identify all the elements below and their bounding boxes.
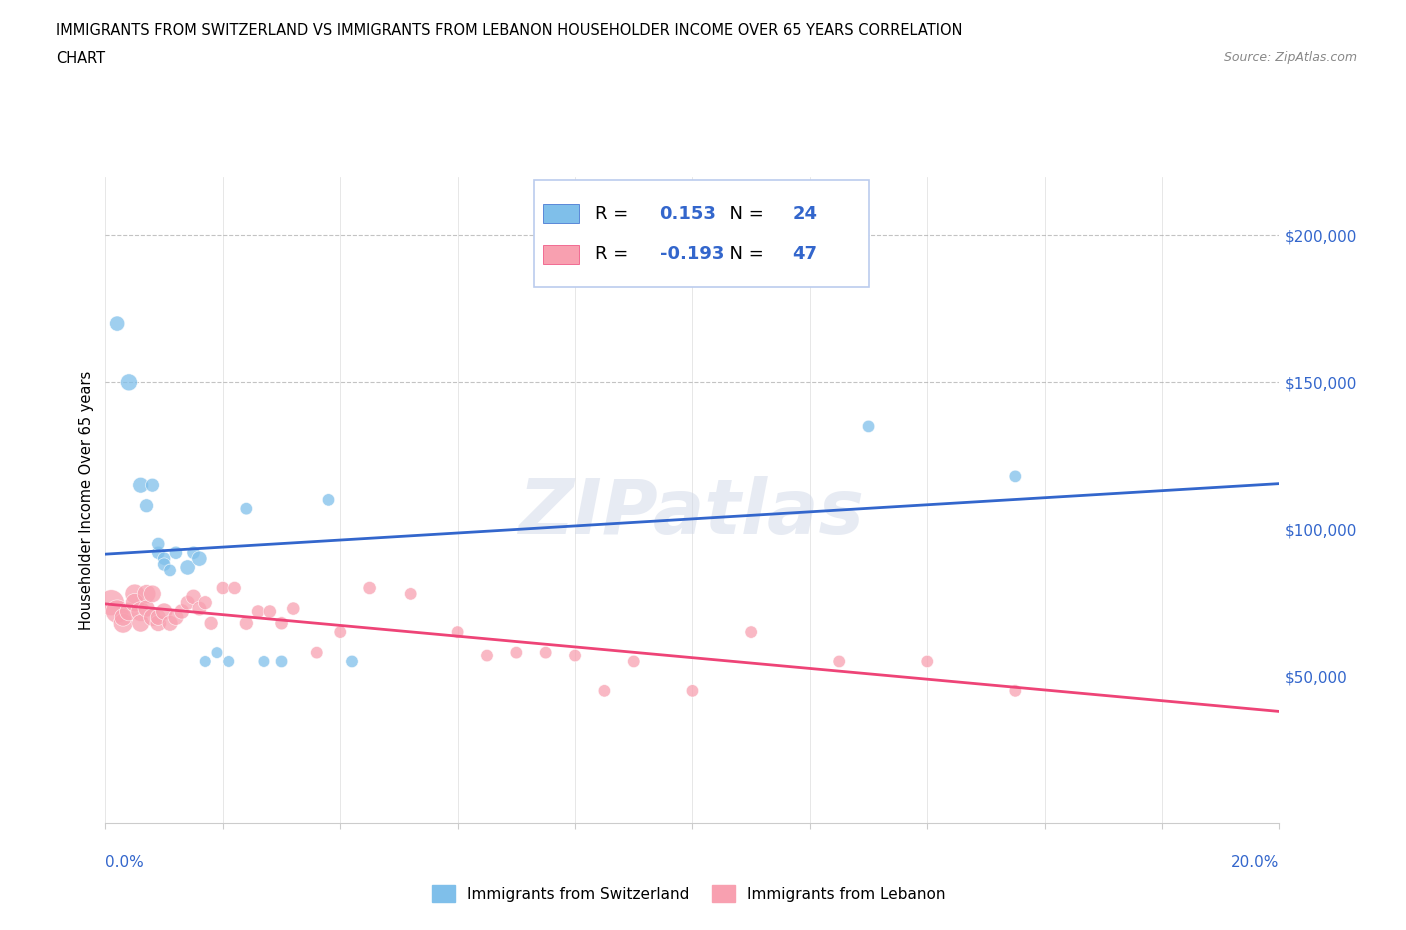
Point <box>194 595 217 610</box>
Point <box>534 645 557 660</box>
Text: 24: 24 <box>792 205 817 222</box>
Point <box>270 654 292 669</box>
Text: N =: N = <box>718 246 769 263</box>
Text: N =: N = <box>718 205 769 222</box>
Point <box>148 545 170 560</box>
Point <box>211 580 233 595</box>
Point <box>235 501 257 516</box>
Point <box>135 498 157 513</box>
Point <box>283 601 305 616</box>
Point <box>505 645 527 660</box>
Point <box>153 557 176 572</box>
Point <box>340 654 363 669</box>
Point <box>153 551 176 566</box>
Point <box>148 537 170 551</box>
Point <box>247 604 270 619</box>
FancyBboxPatch shape <box>543 204 579 223</box>
FancyBboxPatch shape <box>543 245 579 264</box>
Point <box>129 616 152 631</box>
Text: 20.0%: 20.0% <box>1232 855 1279 870</box>
Point <box>105 316 128 331</box>
Point <box>112 610 135 625</box>
Point <box>399 587 422 602</box>
Point <box>176 595 198 610</box>
FancyBboxPatch shape <box>534 179 869 286</box>
Point <box>135 587 157 602</box>
Text: R =: R = <box>595 205 634 222</box>
Point <box>564 648 586 663</box>
Point <box>105 604 128 619</box>
Y-axis label: Householder Income Over 65 years: Householder Income Over 65 years <box>79 370 94 630</box>
Point <box>446 625 468 640</box>
Point <box>118 375 141 390</box>
Point <box>858 419 880 434</box>
Point <box>188 551 211 566</box>
Point <box>118 604 141 619</box>
Point <box>194 654 217 669</box>
Text: 0.153: 0.153 <box>659 205 717 222</box>
Point <box>148 616 170 631</box>
Point <box>205 645 228 660</box>
Point <box>270 616 292 631</box>
Point <box>183 590 205 604</box>
Point <box>623 654 645 669</box>
Point <box>112 616 135 631</box>
Point <box>917 654 939 669</box>
Point <box>153 604 176 619</box>
Point <box>141 587 163 602</box>
Point <box>318 493 340 508</box>
Point <box>159 563 181 578</box>
Point <box>165 610 187 625</box>
Point <box>224 580 246 595</box>
Point <box>165 545 187 560</box>
Point <box>1004 469 1026 484</box>
Point <box>159 616 181 631</box>
Text: ZIPatlas: ZIPatlas <box>519 476 866 550</box>
Point <box>188 601 211 616</box>
Point <box>176 560 198 575</box>
Point <box>170 604 193 619</box>
Point <box>359 580 381 595</box>
Point <box>129 478 152 493</box>
Point <box>183 545 205 560</box>
Point <box>135 601 157 616</box>
Point <box>329 625 352 640</box>
Point <box>218 654 240 669</box>
Point <box>100 595 122 610</box>
Point <box>129 604 152 619</box>
Point <box>259 604 281 619</box>
Point <box>253 654 276 669</box>
Point <box>124 587 146 602</box>
Legend: Immigrants from Switzerland, Immigrants from Lebanon: Immigrants from Switzerland, Immigrants … <box>426 879 952 909</box>
Point <box>828 654 851 669</box>
Point <box>141 610 163 625</box>
Text: 0.0%: 0.0% <box>105 855 145 870</box>
Text: IMMIGRANTS FROM SWITZERLAND VS IMMIGRANTS FROM LEBANON HOUSEHOLDER INCOME OVER 6: IMMIGRANTS FROM SWITZERLAND VS IMMIGRANT… <box>56 23 963 38</box>
Text: 47: 47 <box>792 246 817 263</box>
Point <box>593 684 616 698</box>
Text: R =: R = <box>595 246 634 263</box>
Point <box>200 616 222 631</box>
Text: -0.193: -0.193 <box>659 246 724 263</box>
Text: CHART: CHART <box>56 51 105 66</box>
Point <box>148 610 170 625</box>
Point <box>124 595 146 610</box>
Point <box>475 648 498 663</box>
Point <box>740 625 762 640</box>
Point <box>1004 684 1026 698</box>
Point <box>141 478 163 493</box>
Point <box>305 645 328 660</box>
Text: Source: ZipAtlas.com: Source: ZipAtlas.com <box>1223 51 1357 64</box>
Point <box>235 616 257 631</box>
Point <box>682 684 704 698</box>
